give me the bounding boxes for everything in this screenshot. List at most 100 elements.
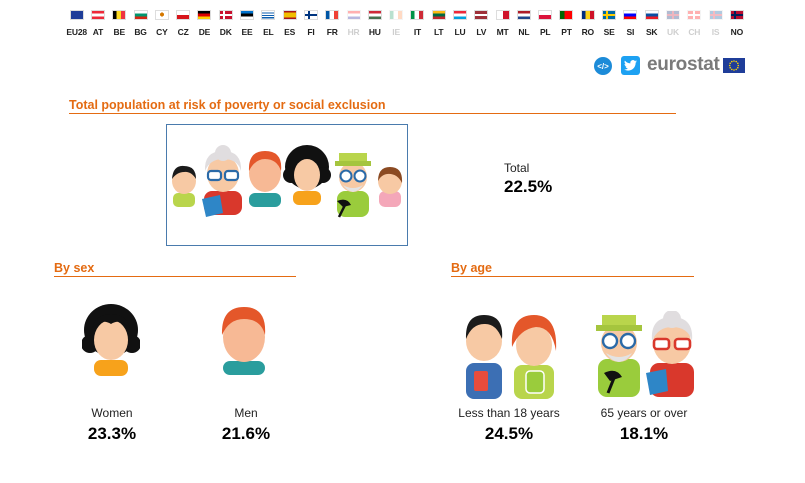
country-code: EL xyxy=(263,27,274,37)
nl-flag-icon xyxy=(516,10,531,20)
country-code: FI xyxy=(307,27,315,37)
country-hu[interactable]: HU xyxy=(364,10,385,37)
under-18-label: Less than 18 years xyxy=(458,406,560,420)
country-code: MT xyxy=(496,27,509,37)
country-code: UK xyxy=(667,27,679,37)
eu-flag-icon xyxy=(69,10,84,20)
women-label: Women xyxy=(91,406,133,420)
twitter-icon[interactable] xyxy=(621,56,640,75)
country-code: IE xyxy=(392,27,400,37)
country-cy[interactable]: CY xyxy=(151,10,172,37)
fi-flag-icon xyxy=(303,10,318,20)
country-no[interactable]: NO xyxy=(726,10,747,37)
country-is: IS xyxy=(705,10,726,37)
lv-flag-icon xyxy=(474,10,489,20)
country-ch: CH xyxy=(684,10,705,37)
country-hr: HR xyxy=(343,10,364,37)
country-at[interactable]: AT xyxy=(87,10,108,37)
country-code: NL xyxy=(518,27,530,37)
no-flag-icon xyxy=(729,10,744,20)
de-flag-icon xyxy=(197,10,212,20)
country-code: RO xyxy=(581,27,595,37)
family-illustration xyxy=(172,145,403,218)
country-pl[interactable]: PL xyxy=(535,10,556,37)
ie-flag-icon xyxy=(389,10,404,20)
sk-flag-icon xyxy=(644,10,659,20)
country-code: ES xyxy=(284,27,296,37)
country-nl[interactable]: NL xyxy=(513,10,534,37)
lt-flag-icon xyxy=(431,10,446,20)
dk-flag-icon xyxy=(218,10,233,20)
code-embed-icon[interactable]: </> xyxy=(594,57,612,75)
country-code: BE xyxy=(113,27,126,37)
seniors-figure xyxy=(596,311,694,397)
pt-flag-icon xyxy=(559,10,574,20)
country-code: PT xyxy=(561,27,572,37)
over-65-value: 18.1% xyxy=(619,424,669,443)
country-de[interactable]: DE xyxy=(194,10,215,37)
country-code: DE xyxy=(198,27,211,37)
cy-flag-icon xyxy=(154,10,169,20)
country-code: LT xyxy=(434,27,444,37)
country-pt[interactable]: PT xyxy=(556,10,577,37)
country-be[interactable]: BE xyxy=(109,10,130,37)
country-ro[interactable]: RO xyxy=(577,10,598,37)
country-code: IS xyxy=(711,27,720,37)
country-cz[interactable]: CZ xyxy=(172,10,193,37)
ch-flag-icon xyxy=(687,10,702,20)
country-mt[interactable]: MT xyxy=(492,10,513,37)
country-code: NO xyxy=(730,27,744,37)
country-ee[interactable]: EE xyxy=(236,10,257,37)
uk-flag-icon xyxy=(665,10,680,20)
over-65-label: 65 years or over xyxy=(600,406,688,420)
fr-flag-icon xyxy=(325,10,340,20)
eurostat-logo[interactable]: eurostat xyxy=(647,54,745,76)
country-sk[interactable]: SK xyxy=(641,10,662,37)
country-it[interactable]: IT xyxy=(407,10,428,37)
country-se[interactable]: SE xyxy=(598,10,619,37)
at-flag-icon xyxy=(90,10,105,20)
country-code: FR xyxy=(326,27,338,37)
be-flag-icon xyxy=(112,10,127,20)
country-es[interactable]: ES xyxy=(279,10,300,37)
country-code: SE xyxy=(603,27,615,37)
country-code: SK xyxy=(645,27,658,37)
women-value: 23.3% xyxy=(87,424,137,443)
age-heading: By age xyxy=(451,261,694,277)
country-lv[interactable]: LV xyxy=(471,10,492,37)
total-heading: Total population at risk of poverty or s… xyxy=(69,98,676,114)
country-dk[interactable]: DK xyxy=(215,10,236,37)
country-bg[interactable]: BG xyxy=(130,10,151,37)
total-value: 22.5% xyxy=(504,177,553,196)
country-si[interactable]: SI xyxy=(620,10,641,37)
cz-flag-icon xyxy=(176,10,191,20)
men-value: 21.6% xyxy=(221,424,271,443)
pl-flag-icon xyxy=(538,10,553,20)
country-code: EE xyxy=(241,27,253,37)
hr-flag-icon xyxy=(346,10,361,20)
country-code: AT xyxy=(92,27,104,37)
el-flag-icon xyxy=(261,10,276,20)
country-code: IT xyxy=(413,27,421,37)
is-flag-icon xyxy=(708,10,723,20)
country-eu28[interactable]: EU28 xyxy=(66,10,87,37)
sex-heading: By sex xyxy=(54,261,296,277)
country-code: CH xyxy=(688,27,701,37)
country-code: CZ xyxy=(177,27,189,37)
es-flag-icon xyxy=(282,10,297,20)
lu-flag-icon xyxy=(452,10,467,20)
si-flag-icon xyxy=(623,10,638,20)
total-figure-box xyxy=(166,124,408,246)
country-code: HR xyxy=(347,27,360,37)
bg-flag-icon xyxy=(133,10,148,20)
country-fi[interactable]: FI xyxy=(300,10,321,37)
country-code: LV xyxy=(476,27,487,37)
country-fr[interactable]: FR xyxy=(322,10,343,37)
country-lu[interactable]: LU xyxy=(449,10,470,37)
country-lt[interactable]: LT xyxy=(428,10,449,37)
country-uk: UK xyxy=(662,10,683,37)
country-el[interactable]: EL xyxy=(258,10,279,37)
se-flag-icon xyxy=(602,10,617,20)
country-code: BG xyxy=(134,27,147,37)
country-code: SI xyxy=(626,27,635,37)
